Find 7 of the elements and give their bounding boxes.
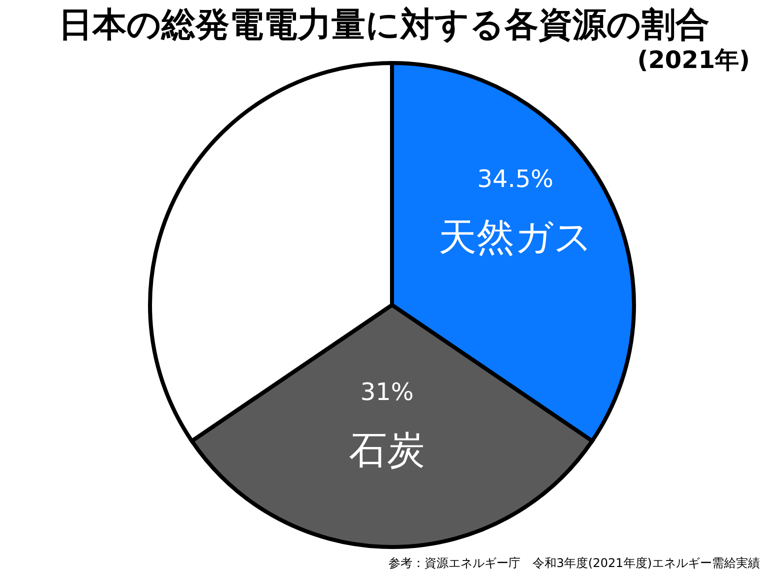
- data-label: 34.5%: [477, 165, 554, 194]
- slice-label: 石炭: [349, 428, 425, 472]
- text: 参考：資源エネルギー庁 令和3年度(2021年度)エネルギー需給実績: [388, 555, 760, 572]
- chart-title: 日本の総発電電力量に対する各資源の割合: [58, 5, 710, 45]
- data-label: 31%: [360, 378, 414, 406]
- slice-label: 天然ガス: [438, 215, 592, 260]
- text: (2021年): [637, 45, 750, 76]
